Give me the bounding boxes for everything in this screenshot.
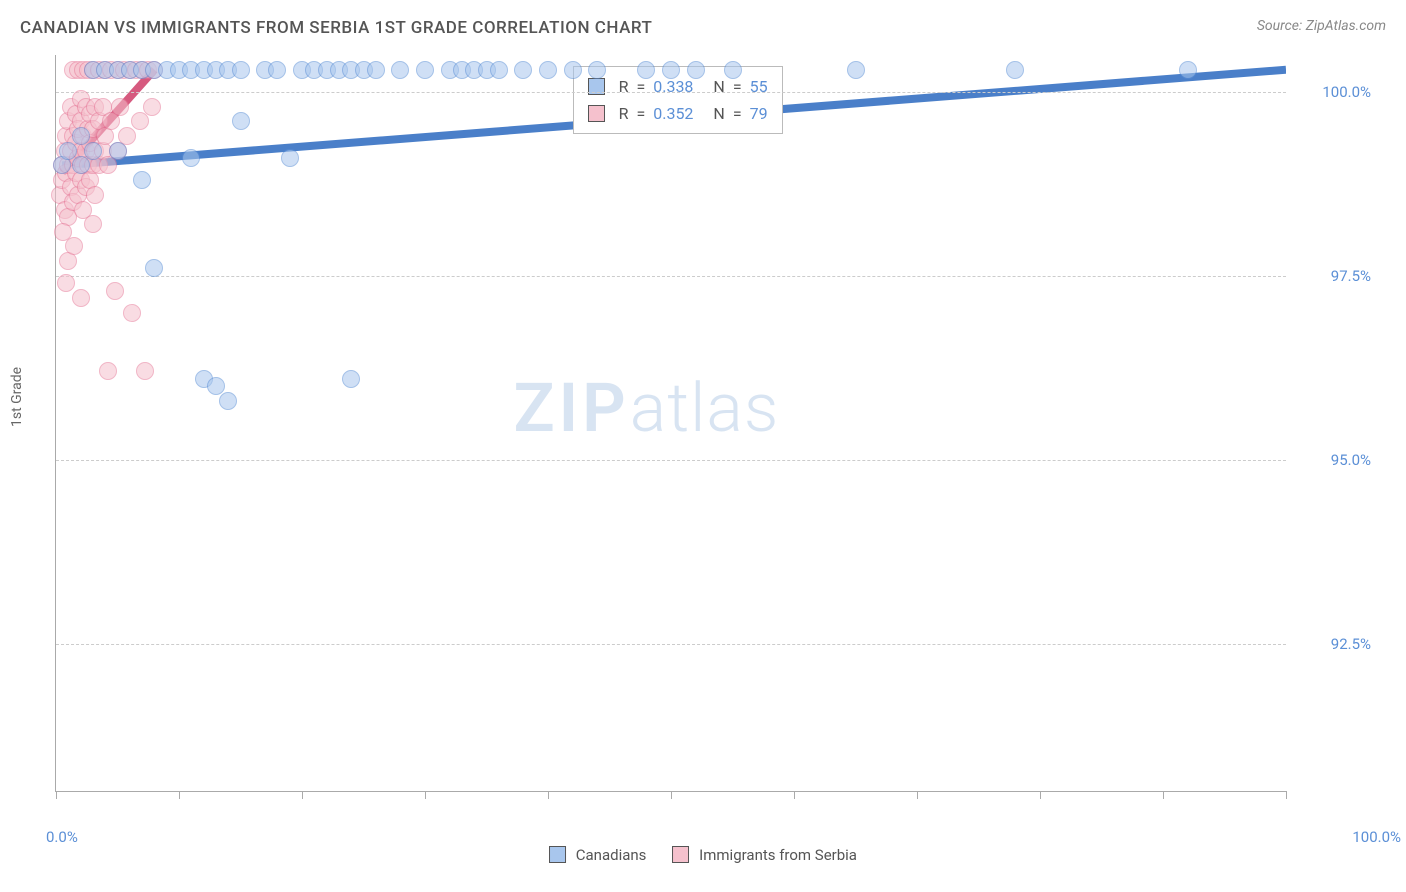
data-point (724, 61, 742, 79)
x-tick (794, 791, 795, 799)
data-point (514, 61, 532, 79)
data-point (111, 98, 129, 116)
data-point (232, 61, 250, 79)
stats-row-pink: R = 0.352 N = 79 (588, 100, 768, 127)
data-point (99, 362, 117, 380)
data-point (84, 215, 102, 233)
data-point (662, 61, 680, 79)
chart-title: CANADIAN VS IMMIGRANTS FROM SERBIA 1ST G… (20, 18, 652, 38)
legend-label-pink: Immigrants from Serbia (699, 846, 857, 864)
watermark: ZIPatlas (513, 368, 779, 448)
x-tick (56, 791, 57, 799)
legend-item-pink: Immigrants from Serbia (672, 846, 857, 864)
legend-label-blue: Canadians (576, 846, 647, 864)
equals-icon: = (636, 100, 645, 127)
chart-header: CANADIAN VS IMMIGRANTS FROM SERBIA 1ST G… (0, 0, 1406, 48)
gridline (56, 92, 1286, 93)
legend-item-blue: Canadians (549, 846, 646, 864)
trend-lines (56, 55, 1286, 791)
x-tick (671, 791, 672, 799)
data-point (131, 112, 149, 130)
x-tick (179, 791, 180, 799)
data-point (72, 156, 90, 174)
data-point (136, 362, 154, 380)
data-point (182, 149, 200, 167)
data-point (687, 61, 705, 79)
data-point (342, 370, 360, 388)
stats-legend-box: R= 0.338 N= 55 R = 0.352 N = 79 (573, 66, 783, 134)
data-point (367, 61, 385, 79)
y-axis-title: 1st Grade (9, 366, 25, 426)
chart-source: Source: ZipAtlas.com (1257, 18, 1386, 34)
data-point (539, 61, 557, 79)
plot-area: ZIPatlas R= 0.338 N= 55 R = 0.352 N = 79 0… (55, 55, 1286, 792)
data-point (281, 149, 299, 167)
x-tick (548, 791, 549, 799)
stats-n-blue: 55 (750, 73, 768, 100)
data-point (232, 112, 250, 130)
data-point (84, 142, 102, 160)
data-point (1179, 61, 1197, 79)
x-tick (1040, 791, 1041, 799)
stats-n-pink: 79 (750, 100, 768, 127)
data-point (391, 61, 409, 79)
data-point (123, 304, 141, 322)
swatch-blue-icon (549, 846, 566, 863)
data-point (65, 237, 83, 255)
y-tick-label: 92.5% (1296, 635, 1371, 653)
data-point (416, 61, 434, 79)
gridline (56, 276, 1286, 277)
equals-icon: = (733, 100, 742, 127)
data-point (106, 282, 124, 300)
x-tick (302, 791, 303, 799)
data-point (54, 223, 72, 241)
x-tick (1163, 791, 1164, 799)
data-point (143, 98, 161, 116)
stats-r-pink: 0.352 (653, 100, 693, 127)
data-point (219, 392, 237, 410)
x-axis-label-min: 0.0% (46, 828, 78, 846)
data-point (564, 61, 582, 79)
data-point (86, 186, 104, 204)
watermark-atlas: atlas (630, 368, 780, 448)
data-point (1006, 61, 1024, 79)
data-point (588, 61, 606, 79)
stats-r-label: R (619, 73, 629, 100)
data-point (57, 274, 75, 292)
x-tick (917, 791, 918, 799)
y-tick-label: 100.0% (1296, 83, 1371, 101)
bottom-legend: Canadians Immigrants from Serbia (549, 846, 857, 864)
data-point (847, 61, 865, 79)
gridline (56, 644, 1286, 645)
x-tick (1286, 791, 1287, 799)
stats-n-label: N (713, 100, 724, 127)
chart-container: 1st Grade ZIPatlas R= 0.338 N= 55 R= 0.3… (55, 55, 1381, 822)
data-point (268, 61, 286, 79)
x-axis-label-max: 100.0% (1352, 828, 1401, 846)
data-point (72, 289, 90, 307)
data-point (133, 171, 151, 189)
data-point (145, 259, 163, 277)
y-tick-label: 95.0% (1296, 451, 1371, 469)
data-point (109, 142, 127, 160)
data-point (637, 61, 655, 79)
gridline (56, 460, 1286, 461)
swatch-pink-icon (588, 105, 605, 122)
stats-r-label: R (619, 100, 629, 127)
stats-n-label: N (713, 73, 724, 100)
x-tick (425, 791, 426, 799)
data-point (490, 61, 508, 79)
swatch-pink-icon (672, 846, 689, 863)
stats-row-blue: R= 0.338 N= 55 (588, 73, 768, 100)
watermark-zip: ZIP (513, 368, 629, 448)
y-tick-label: 97.5% (1296, 267, 1371, 285)
